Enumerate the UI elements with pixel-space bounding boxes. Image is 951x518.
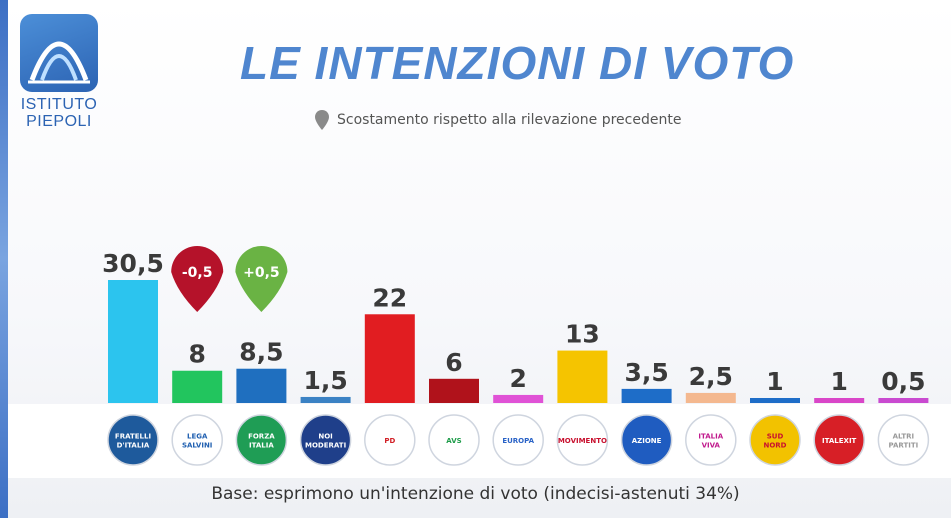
bar-9 [685, 392, 736, 403]
party-logo-text-9-1: VIVA [702, 442, 721, 450]
bar-4 [364, 314, 415, 403]
party-logo-circle-6 [492, 414, 544, 466]
istituto-piepoli-logo: ISTITUTO PIEPOLI [16, 14, 102, 136]
logo-line-1: ISTITUTO [20, 96, 98, 113]
party-logo-circle-4 [364, 414, 416, 466]
party-logo-circle-1 [171, 414, 223, 466]
party-logo-circle-12 [877, 414, 930, 466]
bar-value-label-9: 2,5 [689, 362, 733, 391]
map-pin-icon [315, 110, 329, 130]
bar-12 [878, 398, 929, 403]
change-pin-1: +0,5 [235, 246, 288, 312]
change-pin-shape-1 [235, 246, 288, 312]
bar-5 [429, 378, 479, 403]
bar-value-label-1: 8 [188, 340, 205, 369]
change-pin-0: -0,5 [171, 246, 224, 312]
base-note: Base: esprimono un'intenzione di voto (i… [211, 484, 740, 504]
party-logo-11: ITALEXIT [813, 414, 865, 466]
party-logo-text-2-1: ITALIA [249, 442, 274, 450]
bar-value-label-11: 1 [830, 367, 847, 396]
party-logo-circle-9 [685, 414, 737, 466]
party-logo-4: PD [364, 414, 416, 466]
logo-line-2: PIEPOLI [26, 113, 92, 130]
party-logo-5: AVS [428, 414, 480, 466]
bar-11 [814, 398, 865, 403]
left-decor-stripe [0, 0, 8, 518]
bar-value-label-3: 1,5 [303, 366, 347, 395]
subtitle-text: Scostamento rispetto alla rilevazione pr… [337, 112, 682, 128]
party-logo-text-3-0: NOI [318, 433, 332, 441]
logo-arch-icon [28, 41, 90, 84]
party-logo-circle-11 [813, 414, 865, 466]
bar-value-label-4: 22 [372, 283, 407, 312]
bar-7 [557, 350, 608, 403]
change-pin-shape-0 [171, 246, 224, 312]
party-logo-text-1-0: LEGA [187, 433, 208, 441]
change-pin-label-0: -0,5 [182, 265, 213, 281]
party-logo-text-7-0: MOVIMENTO [558, 437, 607, 445]
party-logo-circle-0 [107, 414, 159, 466]
party-logo-text-10-0: SUD [767, 433, 784, 441]
bar-8 [621, 388, 672, 403]
party-logo-text-4-0: PD [384, 437, 395, 445]
party-logo-text-10-1: NORD [763, 442, 786, 450]
bar-value-label-12: 0,5 [881, 367, 925, 396]
party-logo-text-6-0: EUROPA [502, 437, 534, 445]
logo-mark [20, 14, 98, 92]
bar-value-label-0: 30,5 [102, 249, 164, 278]
party-logo-text-12-1: PARTITI [889, 442, 919, 450]
bar-value-label-6: 2 [509, 364, 526, 393]
page-title: LE INTENZIONI DI VOTO [240, 37, 795, 89]
bar-value-label-5: 6 [445, 348, 462, 377]
party-logo-circle-3 [299, 414, 352, 466]
bar-1 [172, 370, 223, 403]
party-logo-text-3-1: MODERATI [305, 442, 346, 450]
subtitle-row: Scostamento rispetto alla rilevazione pr… [315, 110, 681, 130]
bar-0 [108, 280, 158, 403]
party-logo-circle-8 [620, 414, 673, 466]
bar-3 [300, 396, 351, 403]
change-pin-label-1: +0,5 [243, 265, 280, 281]
party-logo-circle-2 [235, 414, 288, 466]
party-logo-8: AZIONE [620, 414, 673, 466]
party-logo-circle-10 [749, 414, 801, 466]
party-logo-text-8-0: AZIONE [632, 437, 662, 445]
bar-value-label-2: 8,5 [239, 338, 283, 367]
party-logo-text-2-0: FORZA [248, 433, 275, 441]
party-logo-text-0-0: FRATELLI [115, 433, 151, 441]
bar-value-label-10: 1 [766, 367, 783, 396]
party-logo-7: MOVIMENTO [556, 414, 609, 466]
party-logo-circle-5 [428, 414, 480, 466]
party-logo-circle-7 [556, 414, 609, 466]
party-logo-text-5-0: AVS [446, 437, 461, 445]
party-logo-text-11-0: ITALEXIT [822, 437, 856, 445]
bar-6 [493, 394, 544, 403]
bar-value-label-8: 3,5 [624, 358, 668, 387]
party-logo-text-12-0: ALTRI [893, 433, 915, 441]
bar-10 [750, 398, 800, 403]
party-logo-6: EUROPA [492, 414, 544, 466]
party-logo-text-9-0: ITALIA [698, 433, 723, 441]
bar-value-label-7: 13 [565, 320, 600, 349]
bar-2 [236, 368, 287, 403]
party-logo-text-1-1: SALVINI [182, 442, 212, 450]
party-logo-text-0-1: D'ITALIA [117, 442, 150, 450]
